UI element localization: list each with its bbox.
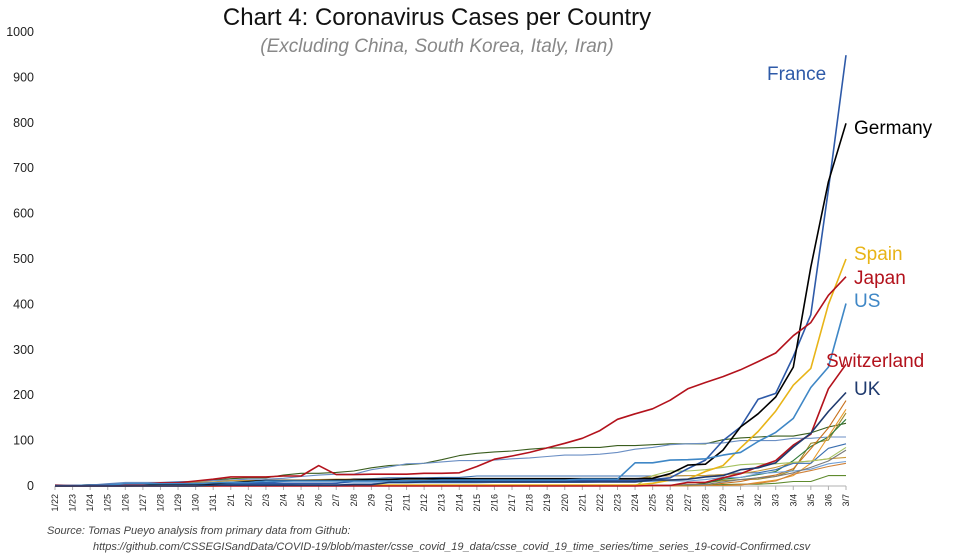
x-tick-label: 2/23 bbox=[612, 494, 622, 512]
series-line-sweden bbox=[55, 412, 847, 487]
x-tick-label: 2/22 bbox=[595, 494, 605, 512]
x-tick-label: 2/21 bbox=[577, 494, 587, 512]
y-tick-label: 0 bbox=[27, 479, 34, 493]
x-tick-label: 2/27 bbox=[683, 494, 693, 512]
series-label-france: France bbox=[767, 64, 826, 85]
x-tick-label: 2/3 bbox=[261, 494, 271, 507]
x-tick-label: 2/14 bbox=[454, 494, 464, 512]
x-tick-label: 3/4 bbox=[788, 494, 798, 507]
series-line-switzerland bbox=[55, 363, 847, 487]
series-line-spain bbox=[55, 258, 847, 487]
x-tick-label: 2/20 bbox=[560, 494, 570, 512]
series-label-uk: UK bbox=[854, 379, 881, 400]
x-tick-label: 1/24 bbox=[85, 494, 95, 512]
series-label-japan: Japan bbox=[854, 268, 906, 289]
x-tick-label: 1/29 bbox=[173, 494, 183, 512]
series-label-us: US bbox=[854, 291, 880, 312]
y-tick-label: 300 bbox=[13, 343, 34, 357]
x-tick-label: 2/26 bbox=[665, 494, 675, 512]
x-tick-label: 2/13 bbox=[437, 494, 447, 512]
source-url: https://github.com/CSSEGISandData/COVID-… bbox=[93, 541, 812, 553]
x-tick-label: 1/25 bbox=[103, 494, 113, 512]
x-tick-label: 2/16 bbox=[489, 494, 499, 512]
x-tick-label: 3/5 bbox=[806, 494, 816, 507]
y-tick-label: 1000 bbox=[6, 25, 34, 39]
source-note: Source: Tomas Pueyo analysis from primar… bbox=[47, 525, 350, 537]
x-tick-label: 2/24 bbox=[630, 494, 640, 512]
x-tick-label: 2/18 bbox=[525, 494, 535, 512]
x-tick-label: 3/1 bbox=[736, 494, 746, 507]
chart-subtitle: (Excluding China, South Korea, Italy, Ir… bbox=[260, 36, 613, 57]
y-tick-label: 500 bbox=[13, 252, 34, 266]
x-tick-label: 1/30 bbox=[191, 494, 201, 512]
x-tick-label: 1/22 bbox=[50, 494, 60, 512]
y-tick-label: 700 bbox=[13, 161, 34, 175]
series-label-switzerland: Switzerland bbox=[826, 351, 924, 372]
x-tick-label: 2/8 bbox=[349, 494, 359, 507]
x-tick-label: 2/11 bbox=[402, 494, 412, 511]
series-line-france bbox=[55, 55, 847, 487]
x-tick-label: 2/5 bbox=[296, 494, 306, 507]
x-tick-label: 2/19 bbox=[542, 494, 552, 512]
x-tick-label: 2/17 bbox=[507, 494, 517, 512]
x-tick-label: 2/25 bbox=[648, 494, 658, 512]
x-tick-label: 1/27 bbox=[138, 494, 148, 512]
x-tick-label: 2/4 bbox=[279, 494, 289, 507]
series-label-spain: Spain bbox=[854, 244, 903, 265]
x-tick-label: 2/9 bbox=[366, 494, 376, 507]
x-tick-label: 1/31 bbox=[208, 494, 218, 512]
x-tick-label: 3/3 bbox=[771, 494, 781, 507]
y-tick-label: 800 bbox=[13, 116, 34, 130]
x-tick-label: 2/6 bbox=[314, 494, 324, 507]
x-tick-label: 2/28 bbox=[700, 494, 710, 512]
x-tick-label: 2/1 bbox=[226, 494, 236, 507]
series-line-us bbox=[55, 303, 847, 487]
y-tick-label: 400 bbox=[13, 297, 34, 311]
x-tick-label: 3/2 bbox=[753, 494, 763, 507]
x-tick-label: 2/7 bbox=[331, 494, 341, 507]
x-tick-label: 3/6 bbox=[823, 494, 833, 507]
x-tick-label: 2/15 bbox=[472, 494, 482, 512]
x-tick-label: 3/7 bbox=[841, 494, 851, 507]
chart-title: Chart 4: Coronavirus Cases per Country bbox=[223, 4, 651, 31]
series-layer bbox=[54, 55, 847, 487]
y-tick-label: 900 bbox=[13, 70, 34, 84]
x-tick-label: 1/28 bbox=[155, 494, 165, 512]
y-tick-label: 600 bbox=[13, 207, 34, 221]
x-axis: 1/22 1/23 1/24 1/25 1/26 1/27 1/28 1/29 1/30 1/31… bbox=[50, 485, 851, 512]
x-tick-label: 1/26 bbox=[120, 494, 130, 512]
y-tick-label: 100 bbox=[13, 434, 34, 448]
x-tick-label: 2/29 bbox=[718, 494, 728, 512]
x-tick-label: 2/2 bbox=[243, 494, 253, 507]
x-tick-label: 2/12 bbox=[419, 494, 429, 512]
series-label-germany: Germany bbox=[854, 118, 933, 139]
series-line-uk bbox=[55, 391, 847, 487]
series-line-canada bbox=[55, 460, 847, 487]
x-tick-label: 1/23 bbox=[68, 494, 78, 512]
series-line-japan bbox=[54, 276, 847, 487]
x-tick-label: 2/10 bbox=[384, 494, 394, 512]
series-line-germany bbox=[55, 123, 847, 487]
y-tick-label: 200 bbox=[13, 388, 34, 402]
y-axis: 0 100 200 300 400 500 600 700 800 900 1000 bbox=[6, 25, 34, 493]
